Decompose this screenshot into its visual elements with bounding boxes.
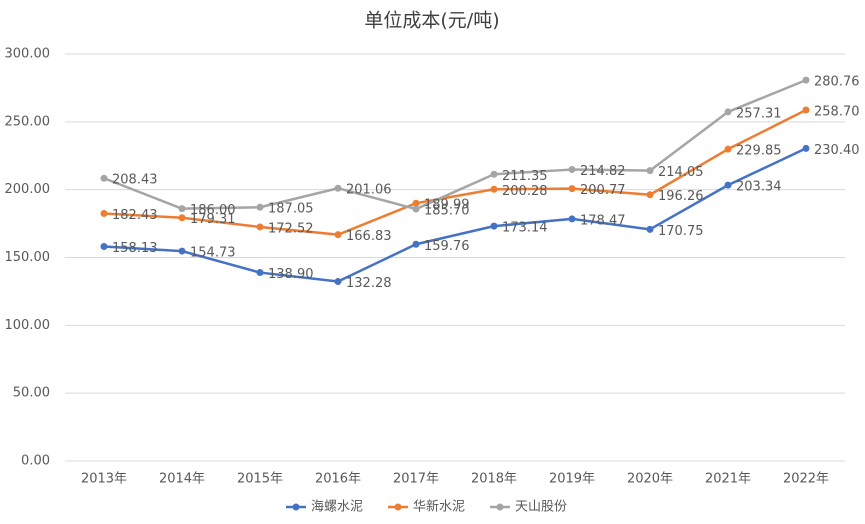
x-tick-label: 2015年 xyxy=(237,472,283,487)
data-point xyxy=(802,106,810,114)
data-label: 173.14 xyxy=(502,221,548,236)
legend-marker xyxy=(394,503,402,511)
y-tick-label: 300.00 xyxy=(5,47,51,62)
data-label: 186.00 xyxy=(190,203,236,218)
data-point xyxy=(412,240,420,248)
data-point xyxy=(256,223,264,231)
data-label: 170.75 xyxy=(658,224,704,239)
data-label: 208.43 xyxy=(112,173,158,188)
data-point xyxy=(100,242,108,250)
series-line xyxy=(103,147,807,283)
data-point xyxy=(178,205,186,213)
data-point xyxy=(724,108,732,116)
data-label: 203.34 xyxy=(736,180,782,195)
data-point xyxy=(412,205,420,213)
x-tick-label: 2018年 xyxy=(471,472,517,487)
data-point xyxy=(178,247,186,255)
data-point xyxy=(724,145,732,153)
data-label: 182.43 xyxy=(112,208,158,223)
data-point xyxy=(568,185,576,193)
y-tick-label: 250.00 xyxy=(5,114,51,129)
y-tick-label: 50.00 xyxy=(13,386,50,401)
data-label: 200.28 xyxy=(502,184,548,199)
data-point xyxy=(490,170,498,178)
x-tick-label: 2013年 xyxy=(81,472,127,487)
data-label: 257.31 xyxy=(736,106,782,121)
data-label: 258.70 xyxy=(814,105,860,120)
chart-title: 单位成本(元/吨) xyxy=(364,10,499,32)
data-label: 138.90 xyxy=(268,267,314,282)
x-tick-label: 2017年 xyxy=(393,472,439,487)
data-label: 187.05 xyxy=(268,202,314,217)
data-label: 211.35 xyxy=(502,169,548,184)
data-label: 189.99 xyxy=(424,198,470,213)
data-label: 132.28 xyxy=(346,276,392,291)
data-point xyxy=(724,181,732,189)
data-point xyxy=(100,174,108,182)
x-tick-label: 2022年 xyxy=(783,472,829,487)
data-point xyxy=(568,166,576,174)
data-label: 196.26 xyxy=(658,189,704,204)
data-point xyxy=(256,203,264,211)
legend-label: 华新水泥 xyxy=(413,499,465,515)
data-label: 166.83 xyxy=(346,229,392,244)
series-line xyxy=(103,108,807,236)
data-point xyxy=(802,76,810,84)
series-line xyxy=(103,78,807,211)
x-tick-label: 2016年 xyxy=(315,472,361,487)
data-point xyxy=(334,231,342,239)
data-label: 178.47 xyxy=(580,213,626,228)
y-tick-label: 150.00 xyxy=(5,250,51,265)
data-point xyxy=(256,269,264,277)
data-label: 200.77 xyxy=(580,183,626,198)
data-point xyxy=(178,214,186,222)
data-point xyxy=(646,191,654,199)
data-point xyxy=(334,278,342,286)
legend-marker xyxy=(496,503,504,511)
data-label: 185.70 xyxy=(424,204,470,219)
data-point xyxy=(490,222,498,230)
data-label: 201.06 xyxy=(346,183,392,198)
data-point xyxy=(646,225,654,233)
data-label: 158.13 xyxy=(112,241,158,256)
y-tick-label: 200.00 xyxy=(5,182,51,197)
legend-label: 天山股份 xyxy=(515,500,567,515)
data-point xyxy=(646,167,654,175)
data-label: 179.31 xyxy=(190,212,236,227)
data-label: 229.85 xyxy=(736,144,782,159)
x-tick-label: 2014年 xyxy=(159,472,205,487)
data-label: 154.73 xyxy=(190,246,236,261)
data-label: 214.82 xyxy=(580,164,626,179)
data-point xyxy=(334,184,342,192)
y-tick-label: 100.00 xyxy=(5,318,51,333)
data-point xyxy=(100,210,108,218)
legend-label: 海螺水泥 xyxy=(311,500,363,515)
data-label: 280.76 xyxy=(814,75,860,90)
data-point xyxy=(490,185,498,193)
data-label: 230.40 xyxy=(814,143,860,158)
data-point xyxy=(568,215,576,223)
x-tick-label: 2020年 xyxy=(627,472,673,487)
data-label: 159.76 xyxy=(424,239,470,254)
y-tick-label: 0.00 xyxy=(21,454,50,469)
data-point xyxy=(802,144,810,152)
x-tick-label: 2021年 xyxy=(705,472,751,487)
x-tick-label: 2019年 xyxy=(549,472,595,487)
data-point xyxy=(412,199,420,207)
data-label: 172.52 xyxy=(268,221,314,236)
data-label: 214.05 xyxy=(658,165,704,180)
legend-marker xyxy=(292,503,300,511)
